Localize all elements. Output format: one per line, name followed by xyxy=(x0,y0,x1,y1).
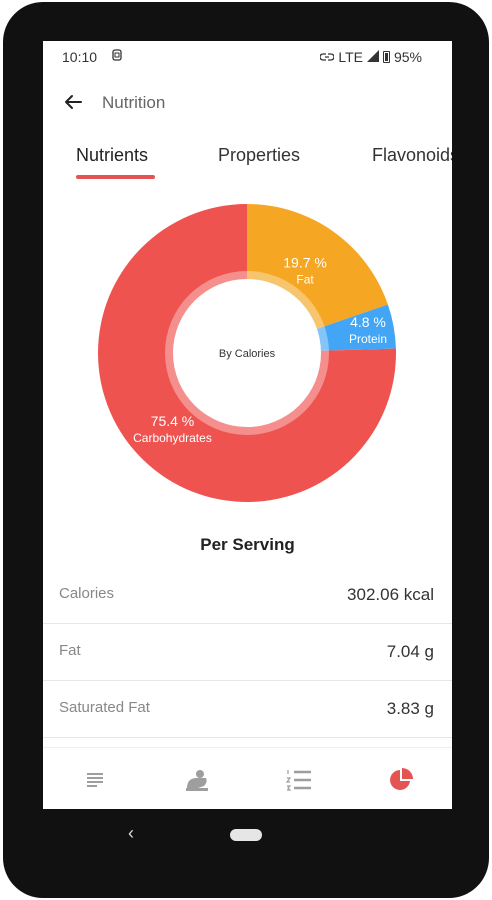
status-time: 10:10 xyxy=(62,49,98,65)
nutrient-value: 7.04 g xyxy=(386,642,434,661)
chart-center-label: By Calories xyxy=(219,348,276,360)
chef-icon[interactable] xyxy=(182,766,212,794)
steps-list-icon[interactable] xyxy=(284,766,314,794)
slice-percent-label: 4.8 % xyxy=(350,314,386,330)
nutrient-list: Calories 302.06 kcal Fat 7.04 g Saturate… xyxy=(43,567,452,738)
nutrient-name: Saturated Fat xyxy=(59,699,150,716)
slice-name-label: Carbohydrates xyxy=(133,431,212,445)
arrow-left-icon[interactable] xyxy=(61,90,85,114)
nutrition-pie-chart: By Calories 19.7 % Fat 4.8 % Protein 75.4 % C… xyxy=(97,204,396,502)
bottom-navigation xyxy=(43,747,452,809)
nutrient-name: Calories xyxy=(59,585,115,602)
system-back-icon[interactable]: ‹ xyxy=(128,823,134,843)
per-serving-heading: Per Serving xyxy=(200,535,295,554)
app-screen: 10:10 LTE 95% Nutrition xyxy=(43,41,452,809)
status-bar: 10:10 LTE 95% xyxy=(43,41,452,73)
chart-center-hole xyxy=(173,279,321,427)
nutrient-row: Calories 302.06 kcal xyxy=(43,567,452,624)
battery-level: 95% xyxy=(393,49,422,65)
pie-chart-icon[interactable] xyxy=(386,766,416,794)
page-title: Nutrition xyxy=(102,93,166,112)
nutrient-name: Fat xyxy=(59,642,81,659)
network-type: LTE xyxy=(338,49,363,65)
battery-icon xyxy=(382,51,390,63)
slice-percent-label: 19.7 % xyxy=(283,255,327,271)
system-navigation-bar: ‹ xyxy=(0,809,492,859)
nutrient-row: Fat 7.04 g xyxy=(43,624,452,681)
slice-name-label: Fat xyxy=(296,273,314,287)
slice-name-label: Protein xyxy=(349,332,387,346)
signal-icon xyxy=(366,49,379,65)
tab-nutrients[interactable]: Nutrients xyxy=(76,145,149,165)
nutrient-row: Saturated Fat 3.83 g xyxy=(43,681,452,738)
status-indicators: LTE 95% xyxy=(319,49,422,65)
nutrient-value: 302.06 kcal xyxy=(347,585,434,604)
tab-properties[interactable]: Properties xyxy=(218,145,301,165)
slice-percent-label: 75.4 % xyxy=(151,413,195,429)
tab-indicator xyxy=(76,175,155,179)
link-icon xyxy=(319,49,335,65)
nutrient-value: 3.83 g xyxy=(386,699,434,718)
notes-icon[interactable] xyxy=(80,766,110,794)
sim-icon xyxy=(112,49,122,64)
tab-flavonoids[interactable]: Flavonoids xyxy=(372,145,452,165)
system-home-pill[interactable] xyxy=(230,829,262,841)
app-bar: Nutrition xyxy=(43,81,452,125)
tab-bar: Nutrients Properties Flavonoids xyxy=(43,139,452,181)
